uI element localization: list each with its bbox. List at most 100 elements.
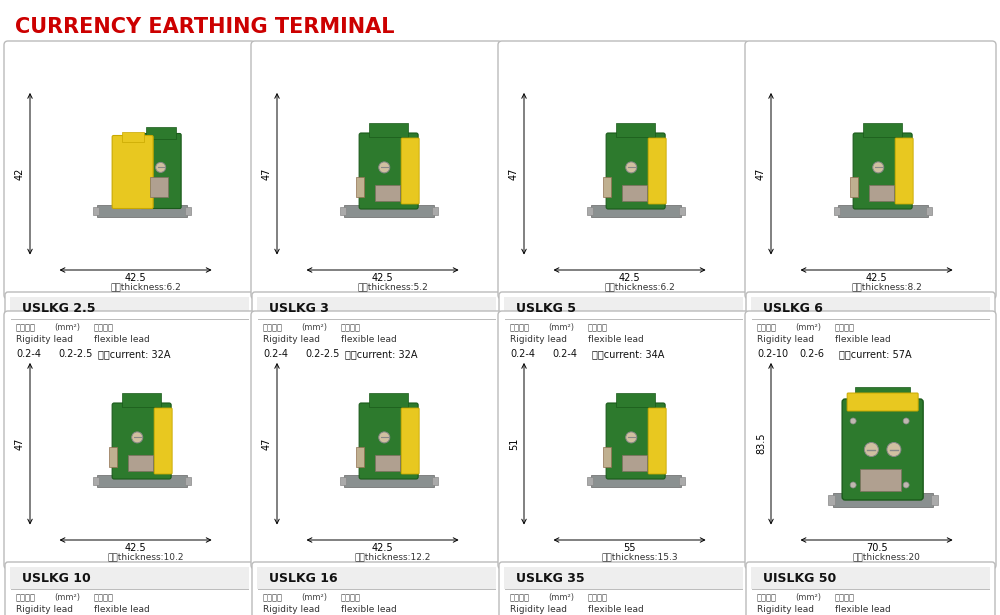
Text: (mm²): (mm²) (54, 323, 80, 332)
FancyBboxPatch shape (745, 311, 996, 569)
FancyBboxPatch shape (112, 135, 153, 208)
Text: 厚度thickness:10.2: 厚度thickness:10.2 (107, 552, 184, 561)
Bar (603, 447, 611, 467)
Text: 55: 55 (623, 543, 636, 553)
FancyBboxPatch shape (648, 408, 666, 474)
FancyBboxPatch shape (648, 138, 666, 204)
Bar (185, 477, 191, 485)
Bar (850, 177, 858, 197)
Bar (587, 207, 593, 215)
Bar (93, 477, 99, 485)
Bar (344, 205, 434, 217)
FancyBboxPatch shape (251, 41, 502, 299)
Bar (679, 477, 685, 485)
Circle shape (887, 443, 901, 456)
Text: 刈性导线: 刈性导线 (510, 323, 530, 332)
Text: 刈性导线: 刈性导线 (510, 593, 530, 602)
Circle shape (132, 432, 143, 443)
Text: flexible lead: flexible lead (588, 335, 644, 344)
Text: 42.5: 42.5 (372, 543, 393, 553)
Text: 83.5: 83.5 (756, 433, 766, 454)
FancyBboxPatch shape (112, 403, 171, 479)
Bar (93, 207, 99, 215)
Text: Rigidity lead: Rigidity lead (757, 335, 814, 344)
Text: 刈性导线: 刈性导线 (757, 593, 777, 602)
Bar (834, 207, 840, 215)
Circle shape (864, 443, 878, 456)
Text: 刈性导线: 刈性导线 (16, 323, 36, 332)
Bar (344, 475, 434, 487)
Text: 电流current: 32A: 电流current: 32A (345, 349, 418, 359)
Text: 厚度thickness:12.2: 厚度thickness:12.2 (354, 552, 431, 561)
Bar (109, 447, 117, 467)
FancyBboxPatch shape (498, 311, 749, 569)
Text: 47: 47 (756, 167, 766, 180)
Bar (128, 455, 153, 471)
Text: 柔性导线: 柔性导线 (588, 593, 608, 602)
Bar (863, 123, 902, 137)
FancyBboxPatch shape (499, 562, 748, 615)
Bar (97, 475, 187, 487)
Text: 柔性导线: 柔性导线 (835, 323, 855, 332)
Text: (mm²): (mm²) (795, 323, 821, 332)
Text: 42.5: 42.5 (125, 273, 146, 283)
Text: (mm²): (mm²) (795, 593, 821, 602)
FancyBboxPatch shape (606, 133, 665, 209)
Bar (10, 567, 249, 589)
Text: 0.2-10: 0.2-10 (757, 349, 788, 359)
Bar (375, 455, 400, 471)
Text: flexible lead: flexible lead (835, 605, 891, 614)
FancyBboxPatch shape (606, 403, 665, 479)
Text: USLKG 6: USLKG 6 (763, 301, 823, 314)
Text: flexible lead: flexible lead (835, 335, 891, 344)
Text: 厚度thickness:6.2: 厚度thickness:6.2 (110, 282, 181, 291)
Circle shape (903, 418, 909, 424)
Text: (mm²): (mm²) (301, 323, 327, 332)
Bar (122, 393, 161, 407)
Text: 柔性导线: 柔性导线 (835, 593, 855, 602)
Bar (369, 393, 408, 407)
Text: 42.5: 42.5 (125, 543, 146, 553)
FancyBboxPatch shape (895, 138, 913, 204)
Text: UISLKG 50: UISLKG 50 (763, 571, 836, 584)
FancyBboxPatch shape (4, 41, 255, 299)
Circle shape (156, 162, 166, 172)
Text: 0.2-2.5: 0.2-2.5 (58, 349, 92, 359)
Bar (679, 207, 685, 215)
FancyBboxPatch shape (847, 393, 918, 411)
Text: 47: 47 (509, 167, 519, 180)
Text: 42.5: 42.5 (619, 273, 640, 283)
Text: flexible lead: flexible lead (341, 335, 397, 344)
FancyBboxPatch shape (251, 311, 502, 569)
Bar (591, 475, 681, 487)
Bar (356, 177, 364, 197)
Bar (150, 177, 168, 197)
Text: 42.5: 42.5 (866, 273, 887, 283)
Text: 70.5: 70.5 (866, 543, 887, 553)
Bar (504, 567, 743, 589)
Text: Rigidity lead: Rigidity lead (16, 605, 73, 614)
Bar (616, 123, 655, 137)
Text: flexible lead: flexible lead (94, 605, 150, 614)
FancyBboxPatch shape (5, 562, 254, 615)
Bar (122, 132, 144, 142)
Bar (931, 495, 938, 505)
Text: 电流current: 32A: 电流current: 32A (98, 349, 170, 359)
Circle shape (379, 162, 390, 173)
Bar (432, 207, 438, 215)
Text: 厚度thickness:20: 厚度thickness:20 (853, 552, 921, 561)
Text: 0.2-4: 0.2-4 (16, 349, 41, 359)
Text: 柔性导线: 柔性导线 (94, 593, 114, 602)
Bar (860, 469, 901, 491)
Text: (mm²): (mm²) (548, 593, 574, 602)
Bar (146, 127, 176, 139)
Bar (504, 297, 743, 319)
Text: USLKG 35: USLKG 35 (516, 571, 585, 584)
Bar (185, 207, 191, 215)
Text: 电流current: 57A: 电流current: 57A (839, 349, 912, 359)
Bar (340, 477, 346, 485)
Bar (622, 185, 647, 201)
Text: 0.2-4: 0.2-4 (552, 349, 577, 359)
Circle shape (626, 162, 637, 173)
Text: (mm²): (mm²) (548, 323, 574, 332)
